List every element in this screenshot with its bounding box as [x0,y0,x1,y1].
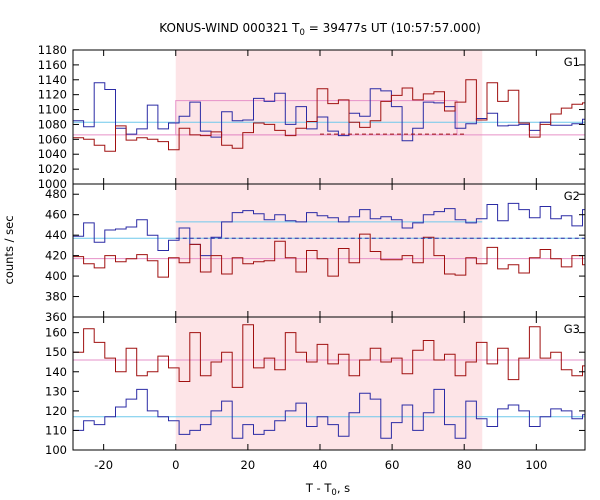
y-tick-label: 1000 [38,177,67,191]
x-label-rest: , s [337,481,350,495]
y-tick-label: 380 [45,290,67,304]
x-label-subscript: 0 [331,488,336,498]
panel-frame [72,316,586,451]
title-subscript: 0 [300,28,305,38]
y-tick-label: 160 [45,326,67,340]
y-tick-label: 1160 [38,58,67,72]
y-tick-label: 480 [45,187,67,201]
x-tick-label: 40 [313,458,328,472]
y-tick-label: 460 [45,208,67,222]
x-tick-label: -20 [94,458,113,472]
shaded-interval [175,50,483,450]
x-tick-label: 100 [525,458,547,472]
panel-label: G2 [564,189,580,203]
panel-label: G1 [564,55,580,69]
series-1 [73,388,585,439]
y-tick-label: 140 [45,365,67,379]
panel-label: G3 [564,322,580,336]
panel-g1: 1000102010401060108011001120114011601180… [38,43,586,191]
y-tick-label: 400 [45,269,67,283]
y-tick-label: 1120 [38,88,67,102]
x-axis-label: T - T0, s [305,481,350,498]
y-tick-label: 420 [45,249,67,263]
x-tick-label: 20 [241,458,256,472]
panels-group: 1000102010401060108011001120114011601180… [38,43,586,472]
y-tick-label: 1140 [38,73,67,87]
y-tick-label: 1180 [38,43,67,57]
series-1 [73,233,585,278]
y-tick-label: 100 [45,443,67,457]
y-tick-label: 1060 [38,132,67,146]
y-tick-label: 1080 [38,117,67,131]
source-box [175,100,458,136]
y-axis-label: counts / sec [2,215,16,284]
panel-g3: 100 110 120 130 140 150 160 G3 [45,316,586,457]
x-tick-label: 60 [385,458,400,472]
series-0 [73,202,585,257]
series-1 [73,79,585,152]
y-tick-label: 1100 [38,103,67,117]
series-0 [73,82,585,142]
chart-title: KONUS-WIND 000321 T0 = 39477s UT (10:57:… [159,21,481,38]
y-tick-label: 360 [45,310,67,324]
y-tick-label: 130 [45,384,67,398]
x-tick-label: 0 [172,458,179,472]
y-tick-label: 150 [45,345,67,359]
y-tick-label: 110 [45,423,67,437]
x-tick-label: 80 [457,458,472,472]
y-tick-label: 1020 [38,162,67,176]
y-tick-label: 1040 [38,147,67,161]
y-tick-label: 440 [45,228,67,242]
series-0 [73,324,585,388]
title-rest: = 39477s UT (10:57:57.000) [305,21,481,35]
y-tick-label: 120 [45,404,67,418]
panel-g2: 360 380 400 420 440 460 480 G2 [45,183,586,324]
